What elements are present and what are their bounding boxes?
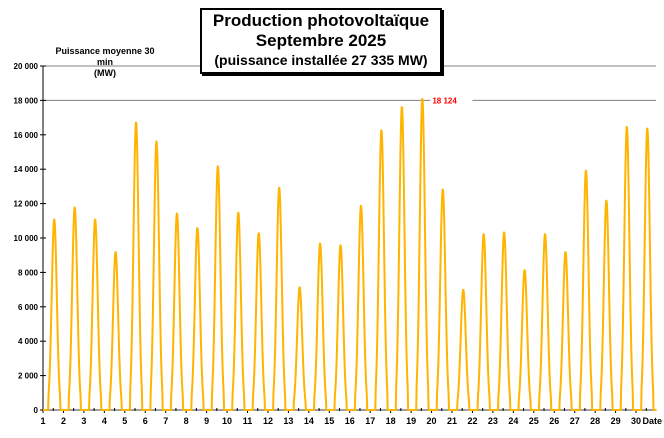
y-tick-label: 14 000 — [14, 165, 39, 174]
x-tick-label: 9 — [204, 416, 209, 426]
x-tick-label: 2 — [61, 416, 66, 426]
y-tick-label: 0 — [34, 406, 39, 415]
x-tick-label: 16 — [345, 416, 355, 426]
x-axis-title: Date — [643, 416, 663, 426]
title-box: Production photovoltaïque Septembre 2025… — [200, 8, 442, 74]
y-tick-label: 2 000 — [18, 372, 39, 381]
y-axis-title: Puissance moyenne 30 min — [55, 46, 155, 67]
x-tick-label: 24 — [508, 416, 518, 426]
x-tick-label: 6 — [143, 416, 148, 426]
x-tick-label: 14 — [304, 416, 314, 426]
x-tick-label: 10 — [222, 416, 232, 426]
x-tick-label: 29 — [611, 416, 621, 426]
x-tick-label: 12 — [263, 416, 273, 426]
x-tick-label: 30 — [631, 416, 641, 426]
x-tick-label: 27 — [570, 416, 580, 426]
x-tick-label: 26 — [549, 416, 559, 426]
x-tick-label: 20 — [427, 416, 437, 426]
y-tick-label: 4 000 — [18, 337, 39, 346]
x-tick-label: 21 — [447, 416, 457, 426]
chart-subtitle: Septembre 2025 — [255, 31, 387, 50]
x-tick-label: 25 — [529, 416, 539, 426]
chart-installed-capacity: (puissance installée 27 335 MW) — [214, 52, 428, 68]
x-tick-label: 8 — [184, 416, 189, 426]
x-tick-label: 18 — [386, 416, 396, 426]
x-tick-label: 17 — [365, 416, 375, 426]
x-tick-label: 15 — [324, 416, 334, 426]
x-tick-label: 19 — [406, 416, 416, 426]
x-tick-label: 1 — [40, 416, 45, 426]
x-tick-label: 13 — [283, 416, 293, 426]
x-tick-label: 11 — [243, 416, 253, 426]
x-tick-label: 5 — [122, 416, 127, 426]
y-tick-label: 18 000 — [14, 96, 39, 105]
x-tick-label: 7 — [163, 416, 168, 426]
x-tick-label: 3 — [81, 416, 86, 426]
chart-title: Production photovoltaïque — [212, 11, 430, 30]
y-tick-label: 16 000 — [14, 131, 39, 140]
x-tick-label: 4 — [102, 416, 107, 426]
y-axis-label: Puissance moyenne 30 min (MW) — [50, 46, 160, 79]
y-tick-label: 8 000 — [18, 268, 39, 277]
y-tick-label: 20 000 — [14, 62, 39, 71]
max-annotation: 18 124 — [432, 96, 457, 105]
y-tick-label: 10 000 — [14, 234, 39, 243]
annotation-bg — [430, 95, 473, 106]
x-tick-label: 23 — [488, 416, 498, 426]
production-series — [42, 97, 658, 411]
y-tick-label: 6 000 — [18, 303, 39, 312]
y-tick-label: 12 000 — [14, 200, 39, 209]
y-axis-unit: (MW) — [94, 68, 116, 78]
x-tick-label: 22 — [467, 416, 477, 426]
x-tick-label: 28 — [590, 416, 600, 426]
